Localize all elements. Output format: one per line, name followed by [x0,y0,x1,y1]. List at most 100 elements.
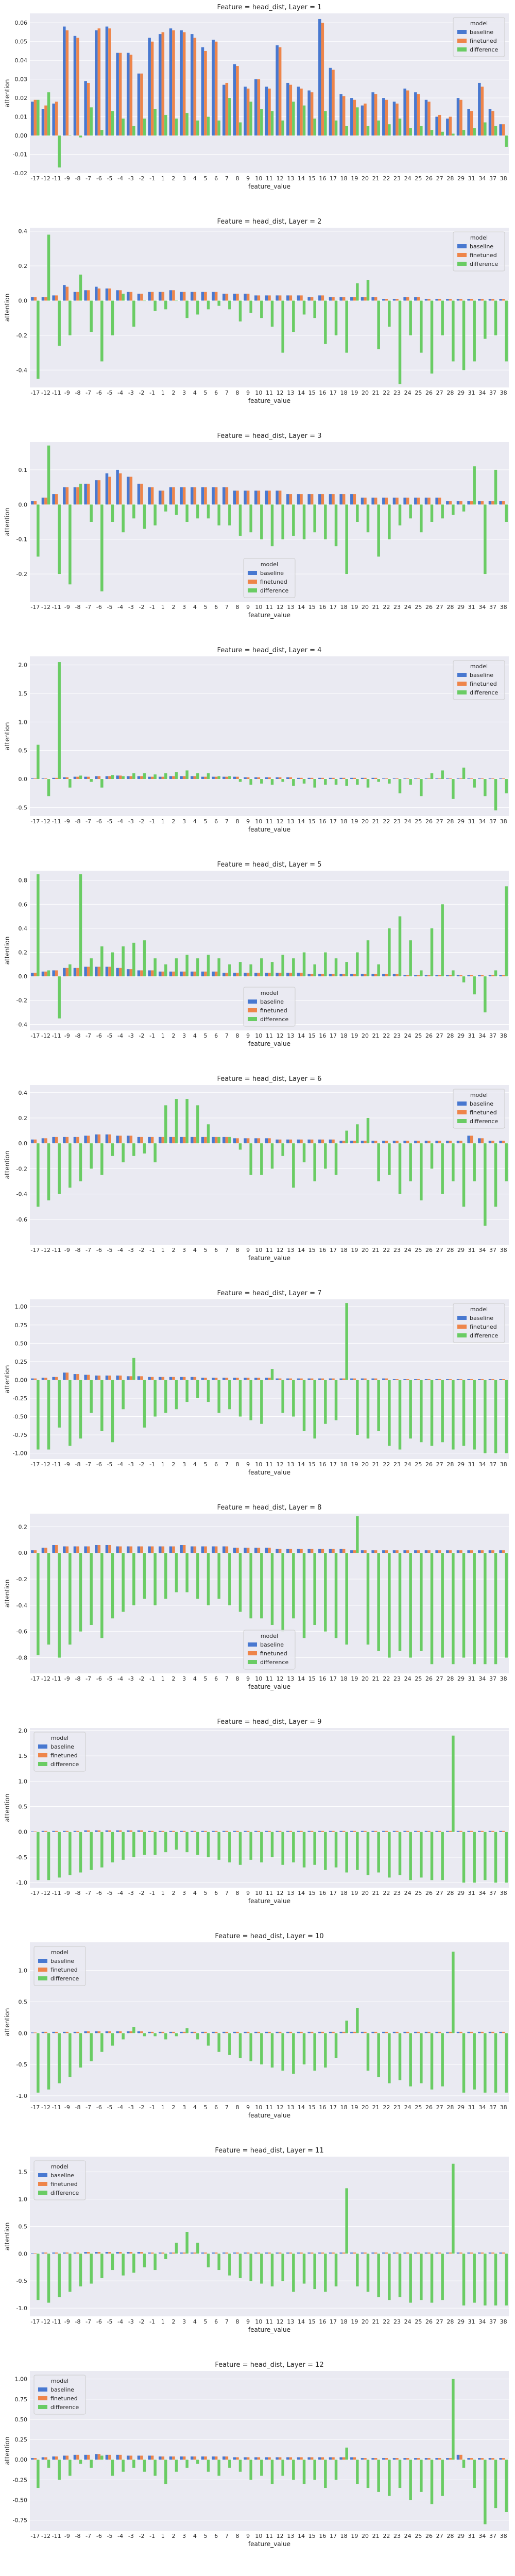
bar-finetuned [417,778,420,779]
y-tick-label: 1.00 [15,2376,28,2383]
bar-finetuned [480,975,484,977]
bar-baseline [276,2031,279,2033]
bar-difference [37,99,40,136]
bar-baseline [435,2252,438,2254]
bar-difference [260,109,263,136]
legend-label-difference: difference [50,1975,79,1982]
legend-swatch-baseline [248,571,257,575]
bar-finetuned [87,1830,90,1832]
bar-finetuned [55,1377,58,1380]
bar-finetuned [97,967,101,977]
legend-label-finetuned: finetuned [50,2395,78,2402]
bar-difference [79,2253,82,2286]
bar-difference [132,773,135,779]
x-tick-label: 19 [351,1247,358,1253]
x-tick-label: 15 [308,389,316,396]
x-tick-label: -5 [107,175,113,182]
bar-finetuned [406,90,409,136]
bar-difference [473,2460,476,2488]
x-tick-label: 10 [255,175,262,182]
x-tick-label: 2 [172,1890,176,1896]
bar-baseline [116,775,119,779]
bar-baseline [41,109,45,136]
x-tick-label: -9 [64,175,70,182]
bar-baseline [159,2456,162,2460]
y-tick-label: 0.0 [19,776,28,783]
bar-difference [37,744,40,779]
x-tick-label: 3 [182,1032,186,1039]
bar-baseline [329,1831,332,1832]
bar-difference [494,126,497,136]
bar-finetuned [438,497,441,505]
bar-baseline [435,778,438,779]
bar-finetuned [118,1546,122,1553]
bar-baseline [201,1378,204,1380]
legend-swatch-finetuned [457,253,467,257]
x-tick-label: 37 [489,1247,496,1253]
bar-finetuned [268,490,271,505]
bar-finetuned [97,2454,101,2460]
x-tick-label: 14 [298,389,305,396]
bar-difference [79,1832,82,1873]
chart-title: Feature = head_dist, Layer = 4 [217,647,322,654]
bar-difference [90,1832,93,1870]
bar-difference [143,940,146,977]
bar-difference [164,964,167,977]
x-tick-label: -1 [149,389,155,396]
x-tick-label: -12 [41,604,50,611]
legend-box [243,558,296,598]
x-tick-label: 8 [236,1461,239,1468]
bar-baseline [212,1378,215,1380]
y-tick-label: 0.0 [19,1829,28,1836]
bar-baseline [116,1830,119,1832]
bar-finetuned [300,1831,303,1832]
bar-baseline [159,490,162,505]
x-tick-label: 6 [214,1247,218,1253]
x-tick-label: 19 [351,604,358,611]
bar-finetuned [406,497,409,505]
legend-swatch-finetuned [248,1008,257,1012]
bar-difference [313,2253,316,2290]
bar-baseline [148,2031,151,2033]
bar-difference [100,946,104,977]
x-tick-label: 16 [319,2104,326,2111]
legend-label-finetuned: finetuned [260,579,287,585]
chart-title: Feature = head_dist, Layer = 2 [217,218,322,226]
bar-finetuned [449,778,452,779]
x-tick-label: -7 [85,1032,91,1039]
bar-difference [313,2033,316,2071]
x-tick-label: 27 [436,175,443,182]
bar-difference [122,504,125,533]
bar-difference [441,1380,444,1443]
x-tick-label: 27 [436,1675,443,1682]
bar-baseline [116,290,119,301]
bar-baseline [191,34,194,136]
x-tick-label: -4 [117,1032,123,1039]
y-tick-label: 0.03 [15,76,28,83]
x-tick-label: 20 [362,1032,369,1039]
bar-difference [111,1832,114,1862]
bar-baseline [392,299,396,301]
bar-baseline [446,501,449,505]
bar-baseline [286,1139,289,1144]
x-tick-label: 3 [182,2318,186,2325]
bar-difference [409,1553,412,1658]
y-tick-label: -0.4 [16,367,27,374]
bar-baseline [382,1141,385,1144]
bar-finetuned [480,299,484,301]
x-tick-label: 16 [319,175,326,182]
bar-baseline [297,1549,300,1553]
x-tick-label: 2 [172,1032,176,1039]
bar-difference [47,1380,50,1450]
bar-difference [473,2033,476,2090]
x-tick-label: 6 [214,1461,218,1468]
bar-baseline [265,2252,268,2254]
bar-difference [270,779,274,785]
bar-baseline [307,494,311,505]
bar-baseline [31,778,34,779]
bar-baseline [137,1376,141,1380]
x-tick-label: 15 [308,1890,316,1896]
y-tick-label: -0.2 [16,1165,27,1172]
x-tick-label: 5 [204,1032,208,1039]
bar-difference [441,1832,444,1880]
